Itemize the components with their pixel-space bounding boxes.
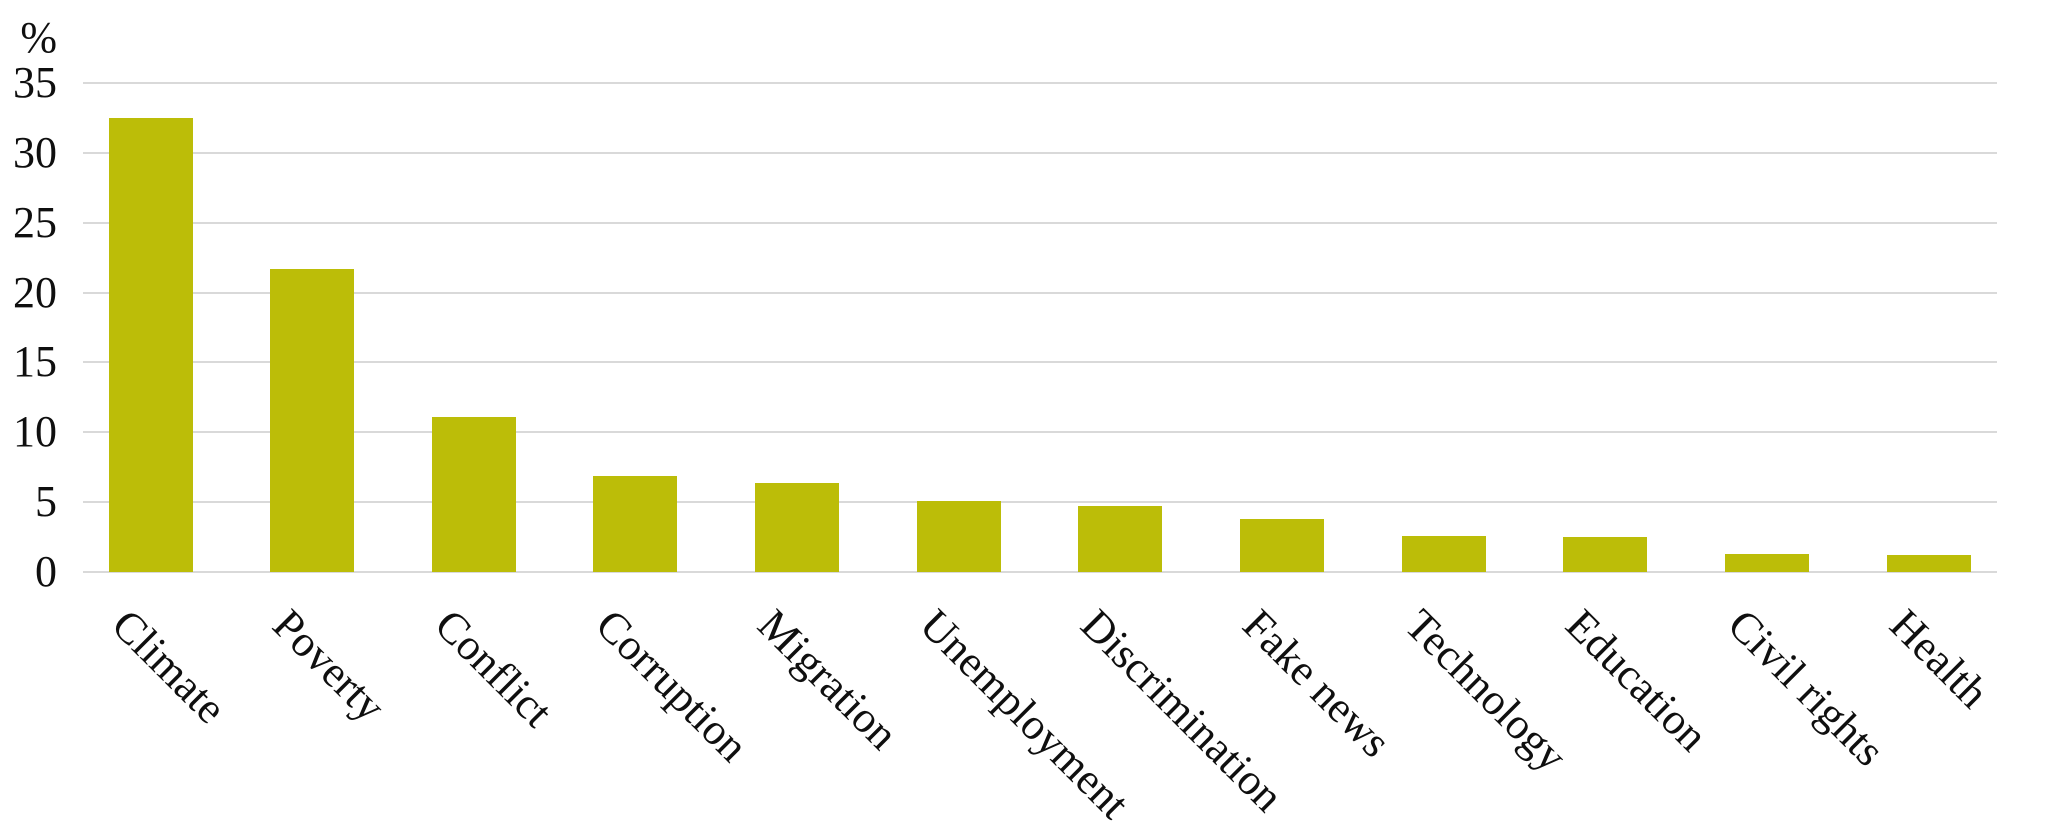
y-axis-tick-label: 20 — [13, 267, 57, 317]
gridline — [83, 501, 1997, 504]
y-axis-tick-label: 25 — [13, 197, 57, 247]
x-category-label: Migration — [748, 599, 908, 759]
bar — [1401, 536, 1486, 572]
gridline — [83, 151, 1997, 154]
x-category-label: Education — [1556, 599, 1718, 761]
bar — [755, 483, 840, 572]
gridline — [83, 82, 1997, 84]
bar — [593, 476, 678, 572]
bar — [108, 118, 193, 572]
y-axis-tick-label: 35 — [13, 58, 57, 107]
y-axis-tick-label: 10 — [13, 407, 57, 457]
gridline — [83, 291, 1997, 294]
x-category-label: Climate — [101, 599, 236, 734]
x-category-label: Fake news — [1233, 599, 1401, 767]
gridline — [83, 431, 1997, 434]
x-category-label: Health — [1880, 599, 1998, 718]
x-category-label: Civil rights — [1718, 599, 1895, 776]
x-category-label: Technology — [1395, 599, 1577, 781]
x-category-label: Poverty — [263, 599, 396, 732]
bar — [1725, 554, 1809, 572]
y-axis-tick-label: 0 — [35, 547, 57, 596]
bar — [1240, 519, 1325, 572]
gridline — [83, 361, 1997, 364]
x-category-label: Conflict — [425, 599, 562, 737]
gridline — [83, 221, 1997, 224]
x-category-label: Corruption — [586, 599, 759, 772]
bar — [1078, 506, 1163, 572]
bar — [1886, 555, 1971, 572]
bar — [916, 501, 1001, 572]
y-axis-unit-label: % — [20, 13, 57, 62]
bar — [431, 417, 516, 572]
y-axis-tick-label: 30 — [13, 127, 57, 177]
y-axis-tick-label: 5 — [35, 477, 57, 527]
bar — [270, 269, 355, 572]
bar — [1563, 537, 1648, 572]
gridline — [83, 571, 1997, 573]
y-axis-tick-label: 15 — [13, 337, 57, 387]
